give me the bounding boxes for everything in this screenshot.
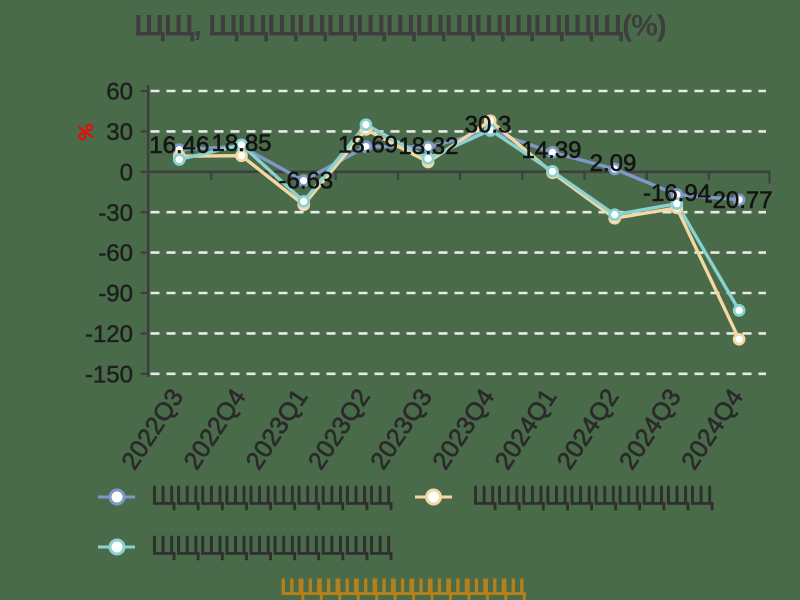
svg-text:-30: -30 (98, 200, 133, 227)
svg-text:-90: -90 (98, 281, 133, 308)
svg-text:-120: -120 (85, 321, 133, 348)
svg-text:ЩЩЩЩЩЩЩЩЩЩ: ЩЩЩЩЩЩЩЩЩЩ (151, 531, 393, 561)
svg-text:16.46: 16.46 (149, 132, 209, 159)
svg-text:-6.63: -6.63 (279, 168, 334, 195)
svg-text:18.85: 18.85 (211, 130, 271, 157)
svg-text:18.32: 18.32 (398, 133, 458, 160)
svg-text:-20.77: -20.77 (705, 187, 773, 214)
svg-text:30: 30 (106, 119, 133, 146)
svg-text:ЩЩЩЩЩЩЩЩЩЩ: ЩЩЩЩЩЩЩЩЩЩ (151, 481, 393, 511)
svg-text:ЩЩЩЩЩЩЩЩЩЩЩЩЩ: ЩЩЩЩЩЩЩЩЩЩЩЩЩ (280, 574, 526, 600)
svg-text:ЩЩ, ЩЩЩЩЩЩЩЩЩЩЩЩЩЩ(%): ЩЩ, ЩЩЩЩЩЩЩЩЩЩЩЩЩЩ(%) (134, 10, 665, 43)
svg-text:18.69: 18.69 (338, 131, 398, 158)
svg-text:30.3: 30.3 (465, 112, 512, 139)
svg-text:2.09: 2.09 (590, 150, 637, 177)
svg-text:0: 0 (120, 159, 133, 186)
svg-text:-16.94: -16.94 (643, 180, 711, 207)
svg-text:-60: -60 (98, 240, 133, 267)
svg-text:60: 60 (106, 79, 133, 106)
svg-text:ЩЩЩЩЩЩЩЩЩЩ: ЩЩЩЩЩЩЩЩЩЩ (472, 481, 714, 511)
svg-text:-150: -150 (85, 361, 133, 388)
svg-text:14.39: 14.39 (521, 137, 581, 164)
